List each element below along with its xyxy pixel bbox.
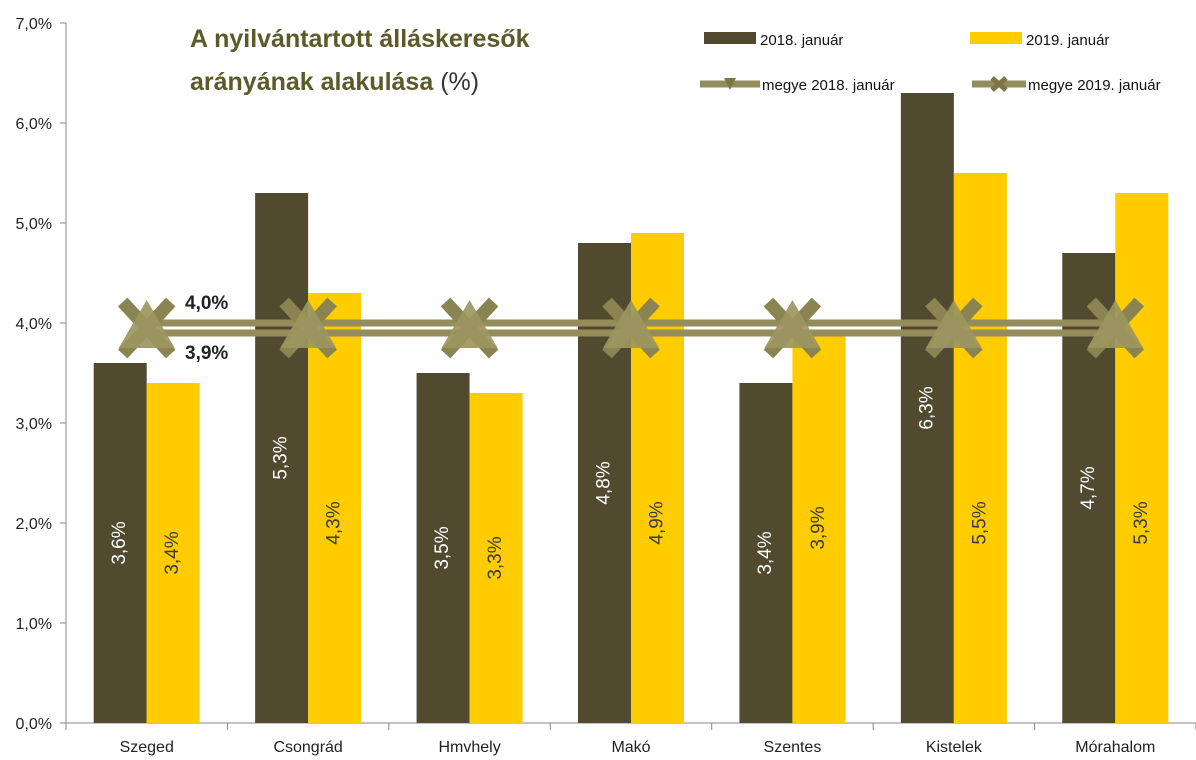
bar-label-2019: 4,9%	[647, 501, 668, 544]
bar-label-2018: 4,8%	[594, 461, 615, 504]
legend-swatch-2018	[704, 32, 756, 44]
reference-lines	[117, 297, 1145, 359]
title-unit: (%)	[440, 68, 479, 96]
x-category-label: Hmvhely	[438, 739, 500, 756]
title-line-1: A nyilvántartott álláskeresők	[190, 25, 530, 53]
chart-title: A nyilvántartott álláskeresők	[190, 25, 530, 53]
bar-label-2019: 4,3%	[324, 501, 345, 544]
title-line-2: arányának alakulása	[190, 68, 434, 96]
legend-swatch-2019	[970, 32, 1022, 44]
ref-triangle-marker	[764, 300, 821, 348]
ref-label-2018: 4,0%	[185, 293, 228, 314]
legend-label-2018: 2018. január	[760, 32, 843, 49]
x-category-label: Kistelek	[926, 739, 983, 756]
legend-triangle-marker-icon	[724, 78, 736, 90]
bar-label-2018: 3,5%	[432, 526, 453, 569]
ref-label-2019: 3,9%	[185, 343, 228, 364]
chart-title-line-2: arányának alakulása (%)	[190, 68, 479, 96]
ref-triangle-marker	[441, 300, 498, 348]
y-ticks: 0,0% 1,0% 2,0% 3,0% 4,0% 5,0% 6,0% 7,0%	[16, 16, 66, 733]
x-ticks: Szeged Csongrád Hmvhely Makó Szentes Kistelek…	[65, 723, 1196, 756]
bar-2019	[1115, 193, 1169, 723]
bar-2019	[469, 393, 523, 723]
ref-triangle-marker	[1087, 300, 1144, 348]
x-category-label: Csongrád	[273, 739, 342, 756]
ref-triangle-marker	[925, 300, 982, 348]
bar-label-2019: 3,3%	[485, 536, 506, 579]
bar-2018	[739, 383, 793, 723]
bar-label-2018: 3,4%	[755, 531, 776, 574]
legend-label-megye-2018: megye 2018. január	[762, 77, 895, 94]
ref-triangle-marker	[603, 300, 659, 348]
bar-2018	[255, 193, 309, 723]
bar-2018	[93, 363, 147, 723]
bar-2018	[900, 93, 954, 723]
y-tick-label: 5,0%	[16, 216, 52, 233]
y-tick-label: 2,0%	[16, 516, 52, 533]
bar-label-2018: 3,6%	[109, 521, 130, 564]
bar-2019	[792, 333, 846, 723]
y-tick-label: 6,0%	[16, 116, 52, 133]
y-tick-label: 7,0%	[16, 16, 52, 33]
bar-label-2019: 3,4%	[162, 531, 183, 574]
y-tick-label: 0,0%	[16, 716, 52, 733]
bar-label-2018: 5,3%	[271, 436, 292, 479]
bar-2019	[146, 383, 200, 723]
y-tick-label: 1,0%	[16, 616, 52, 633]
bars: 3,6% 3,4% 5,3% 4,3% 3,5% 3,3% 4,8% 4,9% 3,4% 3,9%…	[93, 93, 1169, 723]
bar-label-2018: 6,3%	[916, 386, 937, 429]
legend-label-megye-2019: megye 2019. január	[1028, 77, 1161, 94]
bar-label-2018: 4,7%	[1078, 466, 1099, 509]
bar-2019	[953, 173, 1007, 723]
x-category-label: Makó	[611, 739, 650, 756]
bar-label-2019: 3,9%	[808, 506, 829, 549]
ref-triangle-marker	[118, 300, 175, 348]
y-tick-label: 3,0%	[16, 416, 52, 433]
ref-triangle-marker	[280, 300, 337, 348]
bar-2019	[308, 293, 362, 723]
x-category-label: Mórahalom	[1075, 739, 1155, 756]
legend-label-2019: 2019. január	[1026, 32, 1109, 49]
y-tick-label: 4,0%	[16, 316, 52, 333]
x-category-label: Szeged	[120, 739, 174, 756]
bar-label-2019: 5,5%	[969, 501, 990, 544]
bar-label-2019: 5,3%	[1131, 501, 1152, 544]
legend-x-marker-icon	[990, 76, 1008, 92]
bar-2018	[416, 373, 470, 723]
legend: 2018. január 2019. január megye 2018. ja…	[700, 32, 1161, 94]
x-category-label: Szentes	[764, 739, 822, 756]
